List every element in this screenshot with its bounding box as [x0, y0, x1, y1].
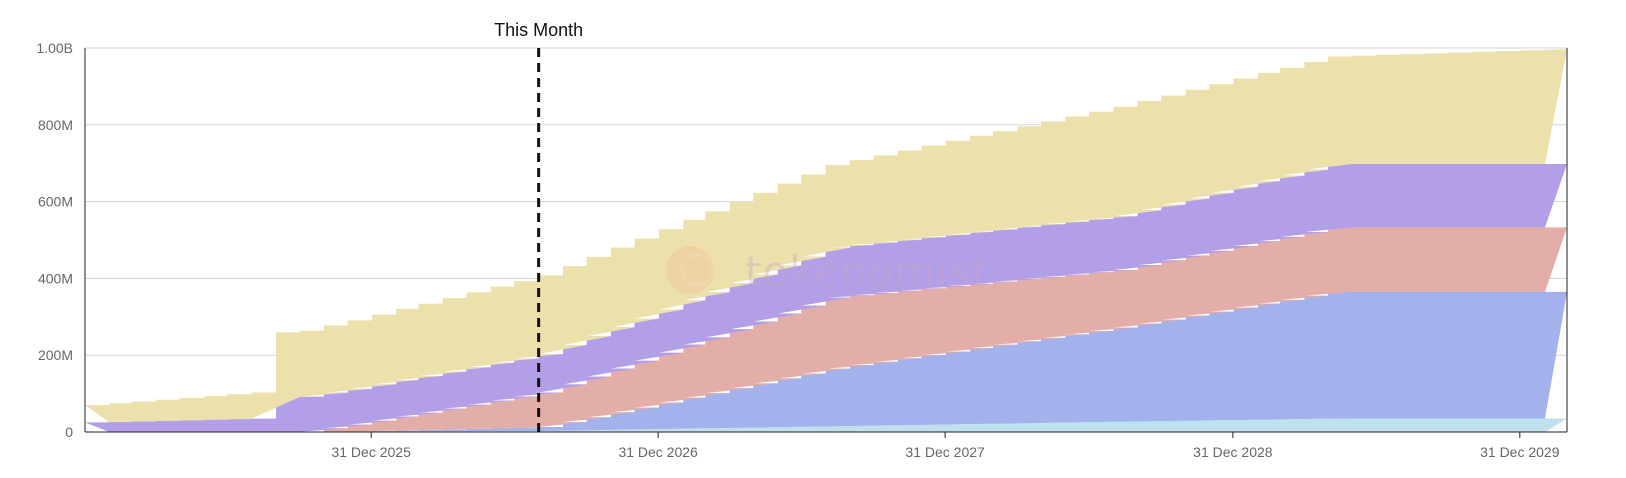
- watermark: tokenomist: [666, 246, 989, 296]
- y-tick-label: 200M: [38, 347, 73, 363]
- this-month-marker: This Month: [494, 20, 583, 432]
- series-area-5: [85, 49, 1567, 423]
- y-tick-label: 800M: [38, 117, 73, 133]
- axes: [84, 48, 1568, 433]
- stacked-areas: [85, 49, 1567, 432]
- y-tick-label: 600M: [38, 194, 73, 210]
- tokenomist-logo-icon: [666, 246, 714, 294]
- x-tick-label: 31 Dec 2026: [618, 444, 698, 460]
- y-tick-labels: 0 200M 400M 600M 800M 1.00B: [36, 40, 73, 440]
- series-area-3: [85, 227, 1567, 432]
- x-tick-label: 31 Dec 2025: [331, 444, 411, 460]
- series-area-4: [85, 163, 1567, 432]
- x-tick-label: 31 Dec 2028: [1193, 444, 1273, 460]
- series-area-1: [85, 418, 1567, 432]
- series-area-2: [85, 291, 1567, 432]
- x-tick-label: 31 Dec 2027: [905, 444, 985, 460]
- watermark-text: tokenomist: [745, 247, 989, 296]
- x-tick-label: 31 Dec 2029: [1480, 444, 1560, 460]
- this-month-label: This Month: [494, 20, 583, 40]
- y-tick-label: 0: [65, 424, 73, 440]
- y-tick-label: 1.00B: [36, 40, 73, 56]
- y-tick-label: 400M: [38, 270, 73, 286]
- x-tick-labels: 31 Dec 2025 31 Dec 2026 31 Dec 2027 31 Dec …: [331, 432, 1560, 460]
